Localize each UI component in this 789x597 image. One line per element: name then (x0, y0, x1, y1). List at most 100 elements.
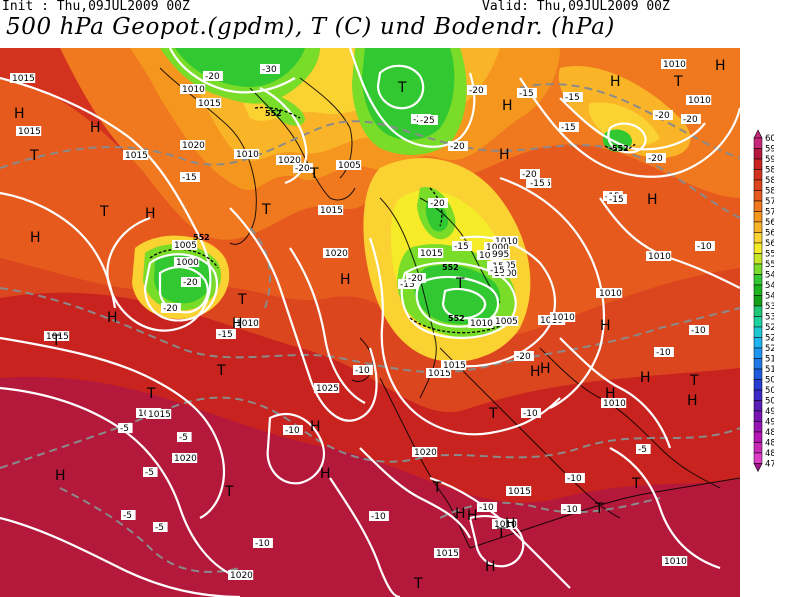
isotherm-label: -10 (371, 512, 386, 522)
isobar-label: 1015 (125, 151, 148, 161)
isobar-label: 1010 (603, 399, 626, 409)
header: Init : Thu,09JUL2009 00Z Valid: Thu,09JU… (0, 0, 789, 48)
high-pressure-label: H (55, 468, 66, 484)
isobar-label: 1015 (443, 361, 466, 371)
isotherm-label-box (406, 273, 426, 283)
isobar-label: 1015 (46, 332, 69, 342)
geopotential-label: 552 (442, 263, 459, 272)
isobar-label-box (314, 383, 340, 393)
high-pressure-label: H (467, 508, 478, 524)
legend-level-label: 560 (765, 239, 774, 249)
legend-level-label: 576 (765, 197, 774, 207)
isotherm-label-box (452, 241, 472, 251)
isotherm-label: -15 (530, 179, 545, 189)
isotherm-label-box (177, 432, 192, 442)
low-pressure-label: T (689, 373, 699, 389)
isobar-label-box (44, 331, 70, 341)
high-pressure-label: H (30, 230, 41, 246)
high-pressure-label: H (505, 516, 516, 532)
isotherm-label-box (654, 347, 674, 357)
low-pressure-label: T (224, 484, 234, 500)
low-pressure-label: T (51, 333, 61, 349)
isotherm-label: -10 (656, 348, 671, 358)
isobar-label-box (174, 257, 200, 267)
isotherm-label: -20 (469, 86, 484, 96)
low-pressure-label: T (594, 501, 604, 517)
isobar-label-box (484, 242, 510, 252)
high-pressure-label: H (14, 106, 25, 122)
high-pressure-label: H (600, 318, 611, 334)
isotherm-label-box (477, 502, 497, 512)
legend-swatch (753, 442, 763, 454)
isobar-label-box (686, 95, 712, 105)
isobar-label-box (336, 160, 362, 170)
isobar-label-box (493, 236, 519, 246)
legend-swatch (753, 242, 763, 254)
isobar-label: 1010 (663, 60, 686, 70)
isobar-label: 1020 (174, 454, 197, 464)
isotherm-label: -5 (155, 523, 164, 533)
legend-swatch (753, 337, 763, 349)
isobar-label-box (123, 150, 149, 160)
legend-swatch (753, 190, 763, 202)
isotherm-label: -20 (430, 199, 445, 209)
high-pressure-label: H (310, 419, 321, 435)
legend-swatch (753, 368, 763, 380)
legend-swatch (753, 200, 763, 212)
geopotential-label: 552 (193, 233, 210, 242)
legend-top-arrow (753, 129, 763, 139)
legend-level-label: 584 (765, 176, 774, 186)
isotherm-label: -25 (420, 116, 435, 126)
low-pressure-label: T (432, 480, 442, 496)
legend-swatch (753, 148, 763, 160)
legend-swatch (753, 137, 763, 149)
low-pressure-label: T (99, 204, 109, 220)
high-pressure-label: H (455, 506, 466, 522)
isotherm-label: -10 (567, 474, 582, 484)
legend-level-label: 592 (765, 155, 774, 165)
isobar-label: 1010 (470, 319, 493, 329)
isotherm-label-box (369, 511, 389, 521)
isobar-label-box (228, 570, 254, 580)
isotherm-label: -10 (285, 426, 300, 436)
geopotential-label: 552 (265, 109, 282, 118)
isobar-label: 1005 (338, 161, 361, 171)
high-pressure-label: H (90, 120, 101, 136)
chart-title: 500 hPa Geopot.(gpdm), T (C) und Bodendr… (6, 14, 615, 40)
isobar-label-box (434, 548, 460, 558)
isotherm-label-box (260, 64, 280, 74)
isotherm-label: -5 (145, 468, 154, 478)
high-pressure-label: H (605, 386, 616, 402)
isobar-label: 1015 (18, 127, 41, 137)
isobar-label: 1010 (664, 557, 687, 567)
legend-swatch (753, 295, 763, 307)
isotherm-label: -5 (179, 433, 188, 443)
isobar-label-box (468, 318, 494, 328)
isotherm-label-box (253, 538, 273, 548)
legend-level-label: 528 (765, 323, 774, 333)
isotherm-label: -20 (522, 170, 537, 180)
legend-swatch (753, 410, 763, 422)
isobar-label-box (601, 398, 627, 408)
legend-level-label: 552 (765, 260, 774, 270)
legend-swatch (753, 232, 763, 244)
band-588 (0, 376, 740, 597)
low-pressure-label: T (455, 276, 465, 292)
high-pressure-label: H (320, 466, 331, 482)
isobar-label: 1010 (599, 289, 622, 299)
high-pressure-label: H (640, 370, 651, 386)
low-pressure-label: T (397, 80, 407, 96)
isotherm-label: -30 (262, 65, 277, 75)
isobar-label: 1015 (148, 410, 171, 420)
high-pressure-label: H (145, 206, 156, 222)
legend-level-label: 556 (765, 250, 774, 260)
isotherm-label-box (353, 365, 373, 375)
isobar-label-box (276, 155, 302, 165)
band-gl-548 (175, 48, 305, 87)
isotherm-label: -20 (648, 154, 663, 164)
isobar-label: 1020 (182, 141, 205, 151)
isobar-label: 1020 (325, 249, 348, 259)
isotherm-label: -20 (183, 278, 198, 288)
isotherm-label-box (565, 473, 585, 483)
legend-swatch (753, 421, 763, 433)
